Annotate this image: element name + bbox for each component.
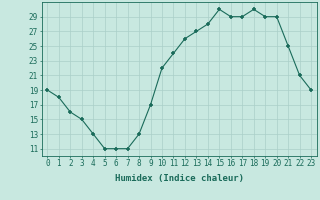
X-axis label: Humidex (Indice chaleur): Humidex (Indice chaleur) — [115, 174, 244, 183]
